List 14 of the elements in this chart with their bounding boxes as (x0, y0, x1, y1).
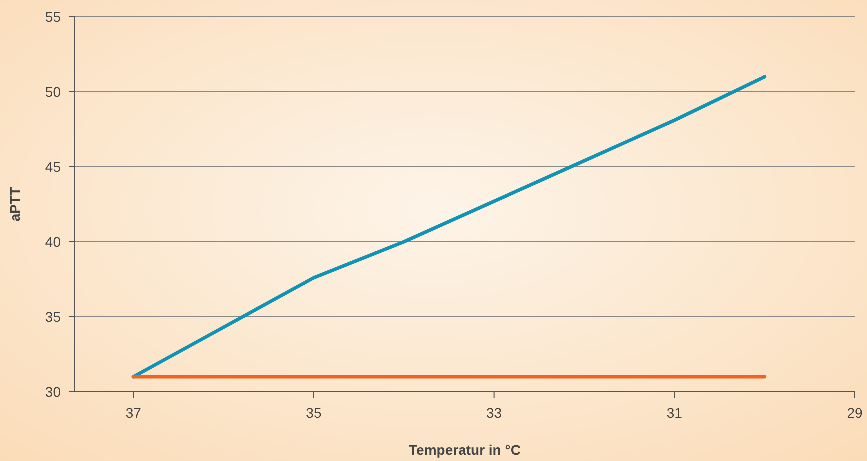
y-tick-label: 45 (45, 158, 62, 175)
x-tick-label: 31 (666, 405, 683, 421)
y-tick-label: 35 (45, 308, 62, 325)
x-axis-title: Temperatur in °C (409, 442, 521, 458)
x-tick-label: 33 (486, 405, 502, 421)
y-axis-title: aPTT (7, 186, 23, 222)
y-tick-label: 55 (45, 8, 62, 25)
y-tick-label: 40 (45, 234, 62, 250)
x-tick-label: 35 (306, 405, 322, 421)
x-tick-label: 37 (126, 405, 142, 421)
y-tick-label: 50 (45, 84, 62, 100)
y-tick-label: 30 (45, 384, 62, 400)
line-series (132, 75, 767, 379)
x-tick-label: 29 (847, 405, 863, 421)
